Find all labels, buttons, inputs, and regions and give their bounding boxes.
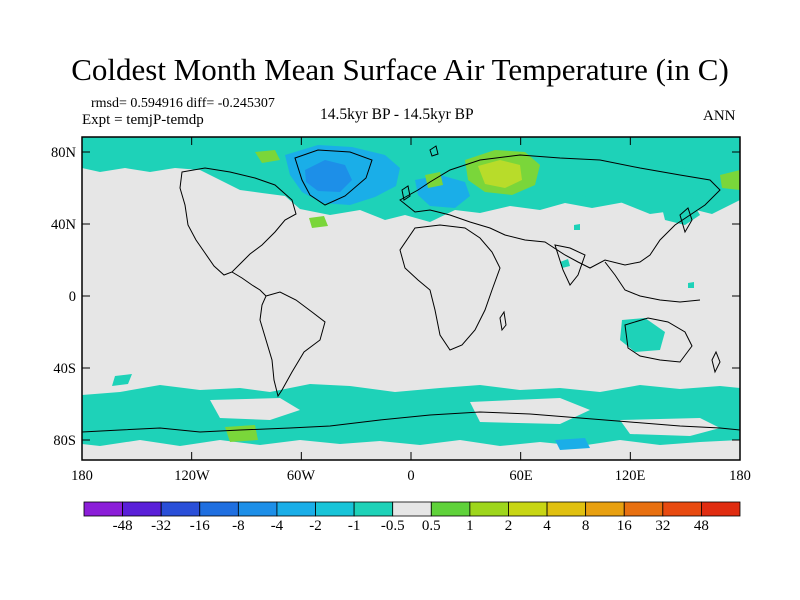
lon-label-180w: 180 [71,468,93,484]
lat-label-80s: 80S [53,433,76,449]
coast-british-isles [401,185,411,201]
colorbar-label: 16 [616,518,632,534]
colorbar-swatch [662,501,702,517]
colorbar-label: 8 [581,518,590,534]
colorbar [83,501,741,517]
anomaly-spot-2 [574,224,580,230]
anomaly-east-asia [555,152,700,214]
lon-label-0: 0 [407,468,415,484]
lat-label-40s: 40S [53,361,76,377]
anomaly-pacific-green [720,170,740,190]
coast-north-america [179,167,297,276]
anomaly-antarctic-blue [555,438,590,450]
colorbar-label: 48 [693,518,709,534]
map-panel [82,137,740,460]
colorbar-swatch [122,501,162,517]
coast-africa [399,224,501,351]
anomaly-spot-1 [560,259,570,268]
colorbar-swatch [508,501,548,517]
lon-label-60w: 60W [286,468,316,484]
coast-japan [679,207,693,234]
colorbar-label: -1 [347,518,361,534]
colorbar-swatch [83,501,123,517]
colorbar-swatch [430,501,471,517]
colorbar-label: 32 [655,518,671,534]
coast-eurasia [399,154,721,269]
coast-central-america [231,271,267,297]
colorbar-label: -48 [112,518,133,534]
lat-label-0: 0 [68,289,76,305]
colorbar-label: -4 [270,518,284,534]
colorbar-label: -0.5 [380,518,405,534]
colorbar-label: -2 [309,518,322,534]
colorbar-label: 0.5 [421,518,441,534]
anomaly-fields [82,137,740,450]
colorbar-swatch [160,501,201,517]
colorbar-swatch [546,501,587,517]
coast-south-america [259,291,326,398]
anomaly-siberia-yellow [478,160,522,188]
anomaly-greenland-deep [305,160,352,192]
anomaly-south-gap-3 [620,418,720,436]
anomaly-labrador-green [309,216,328,228]
lat-label-80n: 80N [51,145,76,161]
coast-antarctica [82,411,740,433]
colorbar-swatch [276,501,316,517]
lat-label-40n: 40N [51,217,76,233]
lon-label-120e: 120E [614,468,646,484]
colorbar-label: -16 [189,518,210,534]
coast-australia [624,317,693,363]
colorbar-swatch [623,501,664,517]
colorbar-swatch [585,501,625,517]
colorbar-label: 4 [543,518,551,534]
colorbar-swatch [392,501,432,517]
experiment-label: Expt = temjP-temdp [82,112,204,128]
colorbar-swatch [199,501,239,517]
lon-label-180e: 180 [729,468,751,484]
coastlines [82,145,740,433]
axis-ticks [81,137,741,460]
anomaly-nw-pacific [660,198,700,225]
coast-greenland [294,149,373,206]
colorbar-label: 2 [504,518,513,534]
period-label: 14.5kyr BP - 14.5kyr BP [320,106,474,123]
coast-madagascar [499,310,507,332]
colorbar-swatch [315,501,355,517]
colorbar-label: 1 [466,518,474,534]
anomaly-antarctic-green [225,425,258,442]
coast-india [554,244,586,286]
anomaly-south-band [82,384,740,446]
chart-title: Coldest Month Mean Surface Air Temperatu… [71,52,729,87]
stats-text: rmsd= 0.594916 diff= -0.245307 [91,96,275,111]
anomaly-south-gap-2 [470,398,590,424]
anomaly-australia [620,318,665,352]
colorbar-swatch [237,501,278,517]
anomaly-south-gap-1 [210,398,300,420]
colorbar-label: -8 [232,518,245,534]
colorbar-swatch [701,501,741,517]
colorbar-swatch [469,501,509,517]
lon-label-60e: 60E [509,468,533,484]
anomaly-spot-3 [688,282,694,288]
colorbar-label: -32 [151,518,172,534]
anomaly-south-pacific [112,374,132,386]
colorbar-swatch [353,501,394,517]
coast-southeast-asia [604,261,701,303]
season-label: ANN [703,108,736,124]
anomaly-arctic-green-1 [255,150,280,163]
lon-label-120w: 120W [174,468,210,484]
coast-new-zealand [711,350,721,374]
coast-svalbard [429,145,439,157]
